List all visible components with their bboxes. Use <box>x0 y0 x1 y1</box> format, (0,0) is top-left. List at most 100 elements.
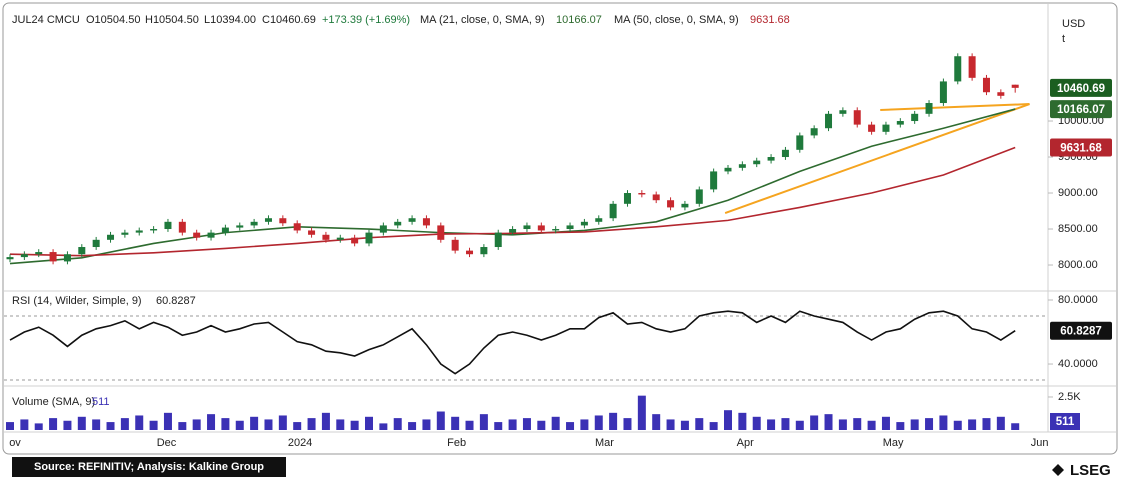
volume-bar <box>666 419 675 430</box>
candle-body <box>868 124 876 132</box>
volume-bar <box>752 416 761 430</box>
candle-body <box>882 124 890 132</box>
volume-bar <box>178 422 187 430</box>
logo-icon <box>1052 464 1064 476</box>
volume-bar <box>135 415 144 430</box>
candle-body <box>150 229 158 231</box>
legend-name: MA (21, close, 0, SMA, 9) <box>420 14 545 26</box>
candle-body <box>566 225 574 230</box>
volume-bar <box>321 412 330 430</box>
volume-bar <box>566 422 575 430</box>
volume-bar <box>20 419 29 430</box>
candle-body <box>107 234 115 240</box>
candle-body <box>121 232 129 235</box>
candle-body <box>78 247 86 255</box>
candle-body <box>839 110 847 114</box>
candle-body <box>422 218 430 226</box>
candle-body <box>523 225 531 230</box>
candle-body <box>753 160 761 165</box>
volume-bar <box>77 416 86 430</box>
volume-bar <box>293 422 302 430</box>
candle-body <box>896 121 904 125</box>
volume-bar <box>838 419 847 430</box>
candle-body <box>264 218 272 222</box>
candle-body <box>667 200 675 208</box>
candle-body <box>781 149 789 158</box>
volume-badge-bg <box>1050 413 1080 430</box>
volume-bar <box>307 418 316 430</box>
candle-body <box>135 230 143 233</box>
volume-bar <box>508 419 517 430</box>
volume-bar <box>781 418 790 430</box>
volume-bar <box>235 420 244 430</box>
candle-body <box>92 239 100 248</box>
candle-body <box>6 257 14 260</box>
volume-bar <box>163 412 172 430</box>
ma-badge: 9631.68 <box>1060 143 1102 155</box>
volume-bar <box>853 418 862 430</box>
candle-body <box>379 225 387 233</box>
candle-body <box>336 237 344 240</box>
legend-value: 10166.07 <box>556 14 602 26</box>
volume-bar <box>408 422 417 430</box>
source-box <box>12 457 286 477</box>
volume-bar <box>724 410 732 430</box>
candle-body <box>724 167 732 172</box>
volume-bar <box>451 416 460 430</box>
price-badge: 10460.69 <box>1057 83 1105 95</box>
x-tick-label: Dec <box>157 437 177 449</box>
candle-body <box>20 254 28 258</box>
candle-body <box>595 218 603 222</box>
candle-body <box>825 113 833 129</box>
volume-bar <box>494 422 503 430</box>
y-tick-label: 2.5K <box>1058 391 1081 403</box>
ma-badge: 10166.07 <box>1057 104 1105 116</box>
ohlc-value: C10460.69 <box>262 14 316 26</box>
volume-bar <box>910 419 919 430</box>
legend-name: MA (50, close, 0, SMA, 9) <box>614 14 739 26</box>
pane-title: RSI (14, Wilder, Simple, 9) <box>12 295 142 307</box>
volume-bar <box>551 416 560 430</box>
volume-bar <box>637 395 646 430</box>
legend-value: 9631.68 <box>750 14 790 26</box>
volume-bar <box>34 423 43 430</box>
volume-bar <box>580 419 589 430</box>
volume-bar <box>49 418 58 430</box>
x-tick-label: ov <box>9 437 21 449</box>
candle-body <box>738 164 746 168</box>
x-tick-label: Feb <box>447 437 466 449</box>
x-tick-label: Mar <box>595 437 614 449</box>
candle-body <box>279 218 287 224</box>
candle-body <box>193 232 201 238</box>
candle-body <box>351 237 359 244</box>
y-tick-label: 40.0000 <box>1058 358 1098 370</box>
candle-body <box>609 203 617 219</box>
volume-bar <box>120 418 129 430</box>
currency-unit: t <box>1062 33 1065 45</box>
candle-body <box>623 193 631 204</box>
volume-bar <box>149 420 158 430</box>
volume-bar <box>106 422 115 430</box>
volume-bar <box>264 419 273 430</box>
volume-bar <box>810 415 819 430</box>
volume-bar <box>278 415 287 430</box>
candle-body <box>164 221 172 230</box>
volume-bar <box>221 418 230 430</box>
volume-bar <box>953 420 962 430</box>
volume-bar <box>795 420 804 430</box>
candle-body <box>710 171 718 190</box>
volume-bar <box>92 419 101 430</box>
volume-bar <box>996 416 1005 430</box>
candle-body <box>480 247 488 255</box>
candle-body <box>365 232 373 244</box>
volume-bar <box>982 418 991 430</box>
candle-body <box>580 221 588 226</box>
volume-bar <box>767 419 776 430</box>
currency: USD <box>1062 18 1085 30</box>
volume-bar <box>422 419 431 430</box>
volume-bar <box>250 416 259 430</box>
y-tick-label: 8000.00 <box>1058 259 1098 271</box>
volume-bar <box>609 412 618 430</box>
candle-body <box>925 103 933 114</box>
